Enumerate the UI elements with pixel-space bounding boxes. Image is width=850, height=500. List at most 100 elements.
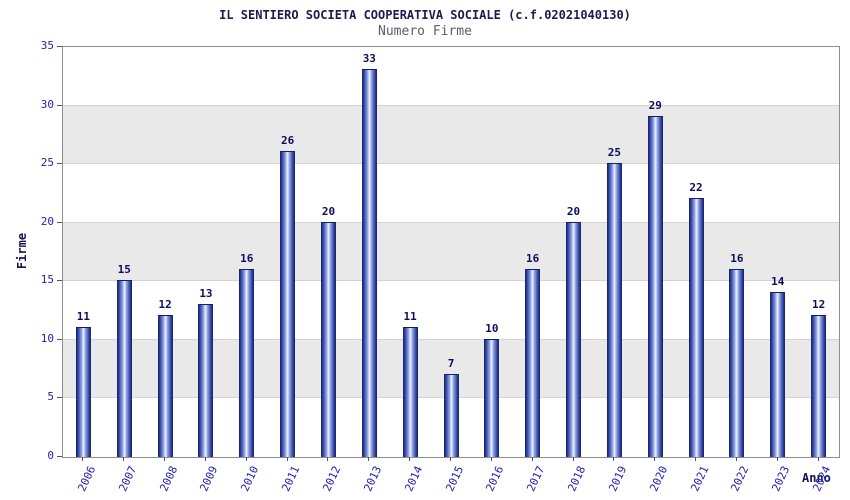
bar-value-label: 29 bbox=[648, 99, 662, 113]
bar-2017 bbox=[525, 268, 541, 457]
bar-2008 bbox=[157, 315, 173, 457]
x-tick bbox=[817, 457, 819, 461]
x-tick bbox=[123, 457, 125, 461]
x-tick bbox=[204, 457, 206, 461]
bar-2024 bbox=[811, 315, 827, 457]
bar-2013 bbox=[361, 69, 377, 457]
x-tick-label: 2022 bbox=[728, 464, 752, 494]
x-tick-label: 2018 bbox=[565, 464, 589, 494]
plot-area: 11 15 12 13 16 26 20 33 11 7 10 16 20 25 29 22 16 14 12 bbox=[62, 46, 840, 458]
bar-2019 bbox=[606, 163, 622, 457]
bar-value-label: 12 bbox=[158, 298, 172, 312]
x-axis-label: Anno bbox=[802, 471, 831, 485]
bar-value-label: 20 bbox=[321, 204, 336, 218]
gridline bbox=[63, 163, 839, 165]
bar-2015 bbox=[443, 374, 459, 457]
chart-subtitle: Numero Firme bbox=[378, 24, 472, 39]
y-tick-label: 5 bbox=[47, 390, 54, 404]
gridline bbox=[63, 221, 839, 223]
x-tick-label: 2007 bbox=[116, 464, 140, 494]
y-tick-label: 30 bbox=[40, 97, 54, 111]
y-tick-label: 15 bbox=[40, 273, 54, 287]
y-tick bbox=[57, 456, 62, 457]
y-tick bbox=[57, 280, 62, 282]
x-tick-label: 2008 bbox=[156, 464, 180, 494]
y-tick bbox=[57, 338, 62, 340]
x-tick-label: 2023 bbox=[769, 464, 793, 494]
bar-value-label: 33 bbox=[362, 52, 376, 66]
x-tick bbox=[613, 457, 615, 461]
x-tick-label: 2019 bbox=[606, 464, 630, 494]
bar-value-label: 13 bbox=[199, 286, 213, 300]
x-tick bbox=[654, 457, 656, 461]
y-axis-label: Firme bbox=[15, 232, 30, 270]
y-tick-label: 20 bbox=[40, 214, 54, 228]
x-tick bbox=[368, 457, 370, 461]
y-tick-label: 10 bbox=[40, 331, 54, 345]
bar-2020 bbox=[647, 116, 663, 457]
background-band bbox=[63, 105, 839, 165]
y-tick bbox=[57, 104, 62, 106]
x-tick bbox=[531, 457, 533, 461]
x-tick-label: 2014 bbox=[401, 464, 425, 494]
y-tick-label: 35 bbox=[40, 39, 54, 52]
bar-2014 bbox=[402, 327, 418, 457]
x-tick bbox=[695, 457, 697, 461]
x-tick bbox=[164, 457, 166, 461]
x-tick bbox=[82, 457, 84, 461]
x-tick-label: 2016 bbox=[483, 464, 507, 494]
y-tick bbox=[57, 46, 62, 47]
x-tick-label: 2012 bbox=[320, 464, 344, 494]
x-tick-label: 2021 bbox=[687, 464, 711, 494]
x-tick-label: 2013 bbox=[361, 464, 385, 494]
x-tick bbox=[490, 457, 492, 461]
background-band bbox=[63, 222, 839, 282]
bar-2023 bbox=[770, 292, 786, 457]
y-tick bbox=[57, 397, 62, 399]
bar-2018 bbox=[566, 221, 582, 457]
gridline bbox=[63, 338, 839, 340]
bar-value-label: 26 bbox=[281, 134, 295, 148]
bar-2012 bbox=[320, 221, 336, 457]
bar-value-label: 11 bbox=[76, 310, 91, 324]
gridline bbox=[63, 104, 839, 106]
x-tick bbox=[776, 457, 778, 461]
bar-value-label: 22 bbox=[689, 181, 703, 195]
y-tick bbox=[57, 163, 62, 165]
bar-2010 bbox=[239, 268, 255, 457]
x-tick-label: 2017 bbox=[524, 464, 548, 494]
bar-value-label: 14 bbox=[771, 275, 785, 288]
chart-title: IL SENTIERO SOCIETA COOPERATIVA SOCIALE … bbox=[219, 8, 631, 22]
bar-2009 bbox=[198, 303, 214, 457]
bar-2021 bbox=[688, 198, 704, 457]
x-tick bbox=[572, 457, 574, 461]
bar-value-label: 7 bbox=[447, 357, 455, 370]
x-tick bbox=[735, 457, 737, 461]
y-tick-label: 25 bbox=[40, 156, 54, 170]
x-tick bbox=[450, 457, 451, 461]
bar-2022 bbox=[729, 268, 745, 457]
x-tick-label: 2006 bbox=[75, 464, 99, 494]
gridline bbox=[63, 280, 839, 282]
y-tick-label: 0 bbox=[47, 449, 54, 462]
x-tick bbox=[286, 457, 288, 461]
bar-2006 bbox=[75, 327, 91, 457]
y-tick bbox=[57, 221, 62, 223]
x-tick bbox=[245, 457, 247, 461]
bar-value-label: 16 bbox=[730, 251, 744, 265]
bar-value-label: 10 bbox=[485, 321, 499, 335]
bar-value-label: 16 bbox=[526, 251, 540, 265]
bar-value-label: 12 bbox=[811, 298, 826, 312]
bar-2011 bbox=[280, 151, 296, 457]
x-tick-label: 2015 bbox=[442, 464, 466, 494]
bar-2007 bbox=[116, 280, 132, 457]
x-tick-label: 2009 bbox=[197, 464, 221, 494]
bar-value-label: 16 bbox=[240, 251, 254, 265]
x-tick-label: 2020 bbox=[647, 464, 671, 494]
bar-value-label: 20 bbox=[566, 204, 581, 218]
bar-value-label: 15 bbox=[117, 263, 131, 277]
bar-value-label: 25 bbox=[607, 146, 621, 160]
bar-2016 bbox=[484, 338, 500, 457]
x-tick-label: 2011 bbox=[279, 464, 303, 494]
